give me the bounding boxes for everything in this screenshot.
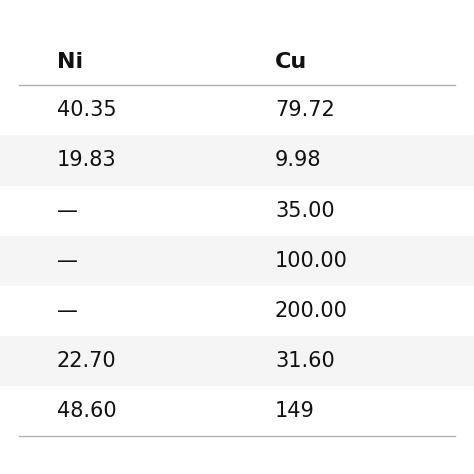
Text: 48.60: 48.60 (57, 401, 117, 421)
Text: 31.60: 31.60 (275, 351, 335, 371)
Bar (0, 85, 474, 136)
Bar (0, 286, 474, 336)
Text: 79.72: 79.72 (275, 100, 335, 120)
Text: 35.00: 35.00 (275, 201, 335, 220)
Text: Ni: Ni (57, 52, 83, 72)
Text: 22.70: 22.70 (57, 351, 117, 371)
Text: 40.35: 40.35 (57, 100, 117, 120)
Text: Cu: Cu (275, 52, 307, 72)
Bar (0, 185, 474, 236)
Text: 149: 149 (275, 401, 315, 421)
Bar (0, 386, 474, 436)
Bar (0, 38, 474, 85)
Bar (0, 336, 474, 386)
Text: 19.83: 19.83 (57, 150, 117, 171)
Text: —: — (57, 201, 78, 220)
Bar (0, 236, 474, 286)
Text: —: — (57, 301, 78, 321)
Text: 200.00: 200.00 (275, 301, 348, 321)
Text: 100.00: 100.00 (275, 251, 348, 271)
Bar (0, 436, 474, 474)
Text: 9.98: 9.98 (275, 150, 321, 171)
Text: —: — (57, 251, 78, 271)
Bar (0, 136, 474, 185)
